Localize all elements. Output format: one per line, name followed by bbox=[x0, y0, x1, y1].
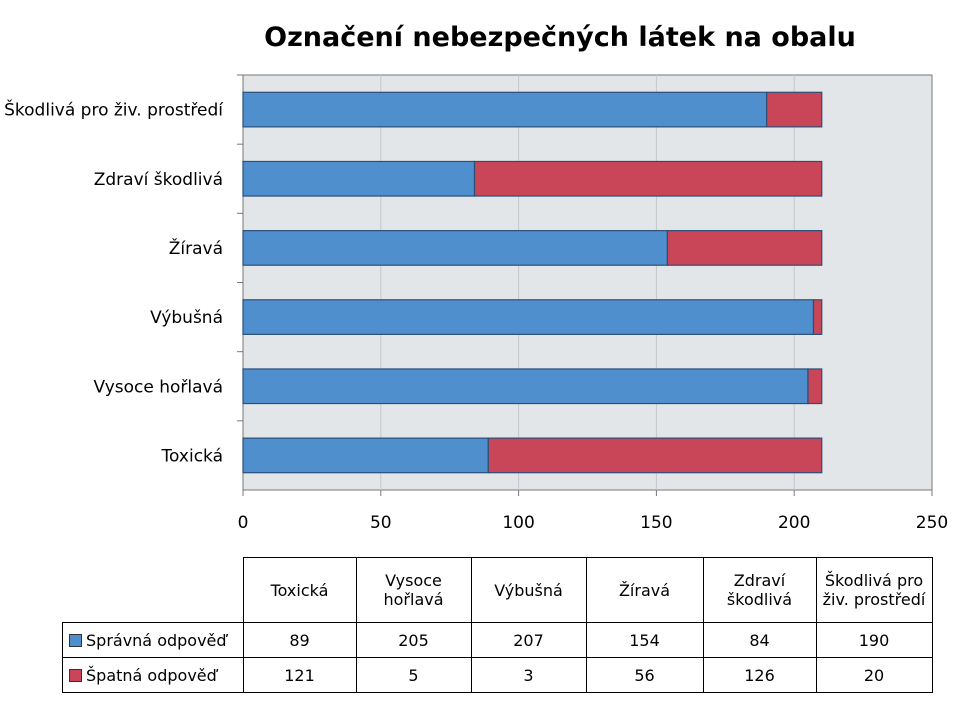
bar-wrong bbox=[812, 299, 823, 335]
table-header-cell: Žíravá bbox=[585, 557, 704, 623]
bar-wrong bbox=[666, 230, 823, 266]
category-label: Toxická bbox=[161, 446, 223, 466]
table-row: Správná odpověď 89 205 207 154 84 190 bbox=[62, 622, 933, 658]
table-header-row: Toxická Vysoce hořlavá Výbušná Žíravá Zdr… bbox=[63, 557, 933, 623]
category-label: Výbušná bbox=[150, 308, 223, 328]
data-table: Toxická Vysoce hořlavá Výbušná Žíravá Zdr… bbox=[62, 557, 933, 693]
table-header-cell: Vysoce hořlavá bbox=[355, 557, 472, 623]
bar-wrong bbox=[487, 437, 823, 474]
table-cell: 205 bbox=[355, 622, 472, 658]
table-header-cell: Škodlivá pro živ. prostředí bbox=[815, 557, 933, 623]
series-label-cell: Špatná odpověď bbox=[62, 657, 244, 693]
table-cell: 190 bbox=[815, 622, 933, 658]
table-row: Špatná odpověď 121 5 3 56 126 20 bbox=[62, 657, 933, 693]
table-cell: 121 bbox=[242, 657, 357, 693]
table-cell: 89 bbox=[242, 622, 357, 658]
table-cell: 3 bbox=[470, 657, 587, 693]
x-tick-label: 250 bbox=[916, 513, 948, 533]
table-cell: 5 bbox=[355, 657, 472, 693]
bar-correct bbox=[242, 91, 768, 128]
series-label-cell: Správná odpověď bbox=[62, 622, 244, 658]
table-cell: 154 bbox=[585, 622, 704, 658]
table-header-cell: Zdraví škodlivá bbox=[702, 557, 817, 623]
x-tick-label: 150 bbox=[640, 513, 672, 533]
table-header-cell: Toxická bbox=[242, 557, 357, 623]
table-cell: 126 bbox=[702, 657, 817, 693]
table-cell: 207 bbox=[470, 622, 587, 658]
bar-correct bbox=[242, 437, 489, 474]
table-header-cell: Výbušná bbox=[470, 557, 587, 623]
bar-wrong bbox=[766, 91, 823, 128]
bar-correct bbox=[242, 299, 815, 335]
series-name: Správná odpověď bbox=[86, 630, 227, 650]
x-tick-label: 200 bbox=[778, 513, 810, 533]
bar-wrong bbox=[473, 160, 823, 197]
series-name: Špatná odpověď bbox=[86, 665, 217, 685]
category-label: Žíravá bbox=[169, 237, 223, 259]
bar-correct bbox=[242, 368, 809, 405]
x-tick-label: 100 bbox=[502, 513, 534, 533]
table-cell: 56 bbox=[585, 657, 704, 693]
bar-correct bbox=[242, 230, 669, 266]
legend-key-correct bbox=[69, 633, 82, 647]
x-tick-label: 0 bbox=[238, 513, 249, 533]
table-corner bbox=[63, 558, 244, 623]
table-cell: 84 bbox=[702, 622, 817, 658]
category-label: Zdraví škodlivá bbox=[94, 170, 223, 190]
legend-key-wrong bbox=[69, 668, 82, 682]
bar-correct bbox=[242, 160, 476, 197]
category-label: Škodlivá pro živ. prostředí bbox=[4, 99, 224, 121]
category-label: Vysoce hořlavá bbox=[94, 377, 223, 397]
x-tick-label: 50 bbox=[370, 513, 392, 533]
plot-area bbox=[242, 74, 933, 491]
chart-title: Označení nebezpečných látek na obalu bbox=[264, 22, 856, 53]
table-cell: 20 bbox=[815, 657, 933, 693]
bar-wrong bbox=[807, 368, 823, 405]
